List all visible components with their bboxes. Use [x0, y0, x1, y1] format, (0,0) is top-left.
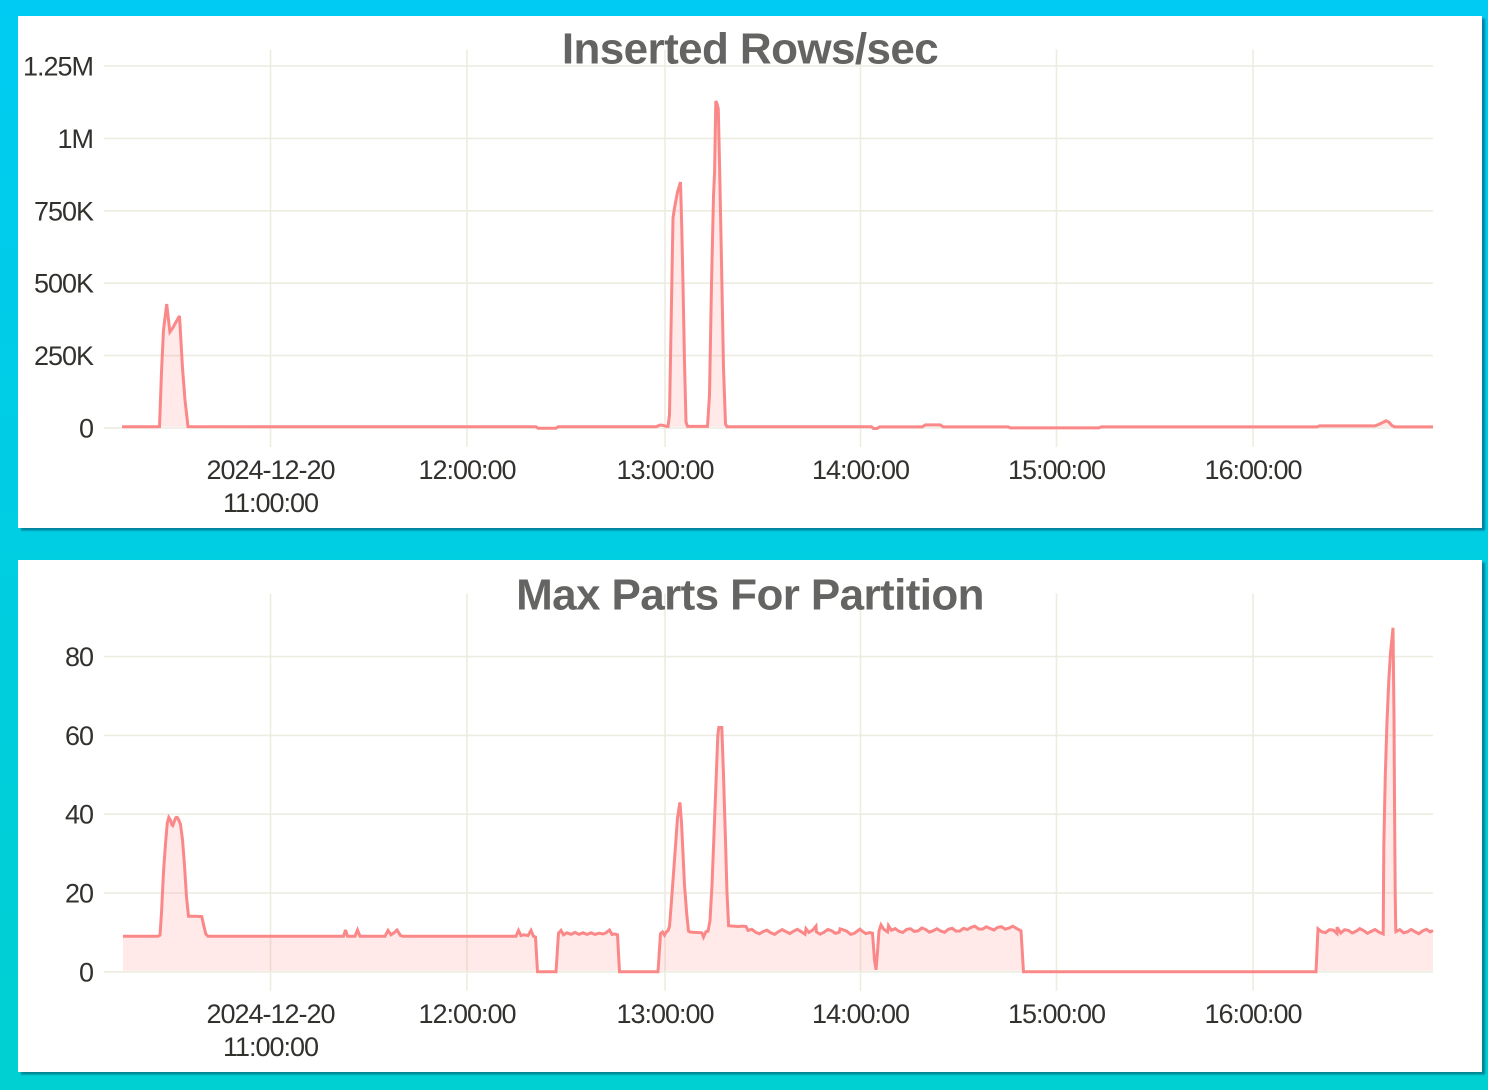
svg-text:750K: 750K	[34, 196, 94, 226]
svg-text:0: 0	[79, 957, 93, 987]
svg-text:13:00:00: 13:00:00	[616, 455, 713, 485]
svg-text:14:00:00: 14:00:00	[812, 999, 909, 1029]
svg-text:11:00:00: 11:00:00	[223, 488, 318, 518]
svg-text:12:00:00: 12:00:00	[418, 455, 515, 485]
svg-text:14:00:00: 14:00:00	[812, 455, 909, 485]
svg-text:13:00:00: 13:00:00	[616, 999, 713, 1029]
svg-text:Inserted Rows/sec: Inserted Rows/sec	[562, 25, 938, 74]
svg-text:2024-12-20: 2024-12-20	[206, 999, 334, 1029]
svg-text:1M: 1M	[57, 124, 93, 154]
svg-text:250K: 250K	[34, 341, 94, 371]
svg-text:15:00:00: 15:00:00	[1008, 999, 1105, 1029]
svg-text:12:00:00: 12:00:00	[418, 999, 515, 1029]
svg-text:80: 80	[65, 642, 93, 672]
svg-text:16:00:00: 16:00:00	[1204, 999, 1301, 1029]
svg-text:40: 40	[65, 800, 93, 830]
svg-text:60: 60	[65, 721, 93, 751]
svg-text:11:00:00: 11:00:00	[223, 1032, 318, 1062]
svg-text:0: 0	[79, 414, 93, 444]
svg-text:20: 20	[65, 879, 93, 909]
svg-text:1.25M: 1.25M	[23, 52, 93, 82]
svg-text:2024-12-20: 2024-12-20	[206, 455, 334, 485]
svg-text:16:00:00: 16:00:00	[1204, 455, 1301, 485]
svg-text:500K: 500K	[34, 269, 94, 299]
svg-text:15:00:00: 15:00:00	[1008, 455, 1105, 485]
svg-text:Max Parts For Partition: Max Parts For Partition	[516, 571, 984, 620]
